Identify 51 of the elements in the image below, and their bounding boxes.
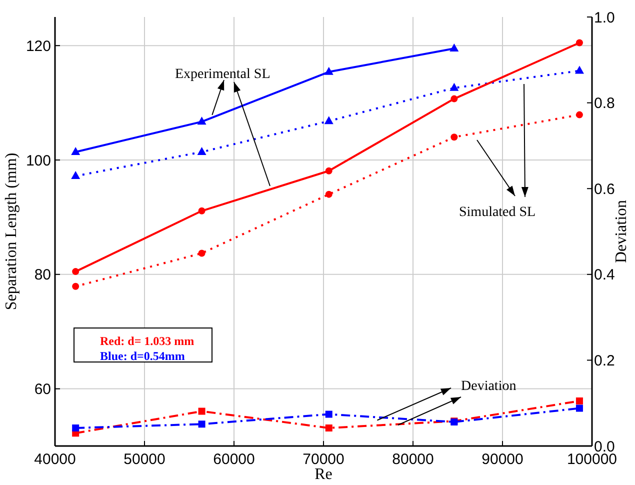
point [576,39,583,46]
point [576,404,583,412]
point [198,408,206,415]
annotation: Blue: d=0.54mm [100,349,185,364]
x-tick-label: 70000 [302,451,344,468]
annotation: Experimental SL [175,67,270,82]
point [450,95,458,102]
annotation: Deviation [461,379,516,394]
point [71,171,80,180]
y2-axis-title: Deviation [613,200,630,264]
annotation: Red: d= 1.033 mm [100,334,194,348]
point [325,424,332,432]
y-axis-title: Separation Length (mm) [3,152,20,310]
point [450,82,459,91]
x-tick-label: 40000 [34,451,76,468]
point [72,424,80,432]
y2-tick-label: 0.4 [594,266,615,284]
x-axis-title: Re [314,466,332,483]
y-tick-label: 60 [34,381,51,398]
point [197,146,206,155]
point [450,134,458,141]
x-tick-label: 50000 [124,451,166,468]
point [72,268,80,276]
point [71,146,80,155]
point [325,410,332,418]
point [324,66,334,75]
text-box: Red: d= 1.033 mm Blue: d=0.54mm [74,328,212,364]
point [198,420,206,428]
point [576,397,583,404]
x-tick-label: 90000 [482,451,524,468]
y-tick-label: 120 [26,38,51,55]
point [325,190,332,198]
x-tick-label: 100000 [566,451,618,468]
y2-tick-label: 1.0 [594,9,615,26]
y-tick-label: 80 [34,266,51,284]
point [574,66,584,74]
annotation: Simulated SL [459,205,536,220]
y2-tick-label: 0.8 [594,95,615,112]
x-tick-label: 60000 [213,451,255,468]
x-tick-label: 80000 [392,451,434,468]
y2-tick-label: 0.2 [594,352,615,370]
point [324,116,334,124]
point [197,116,206,125]
point [198,207,206,214]
point [450,43,459,52]
point [325,167,332,174]
point [72,282,80,290]
y2-tick-label: 0.6 [594,180,615,198]
point [576,111,583,118]
point [198,250,206,257]
y-tick-label: 100 [26,152,51,170]
